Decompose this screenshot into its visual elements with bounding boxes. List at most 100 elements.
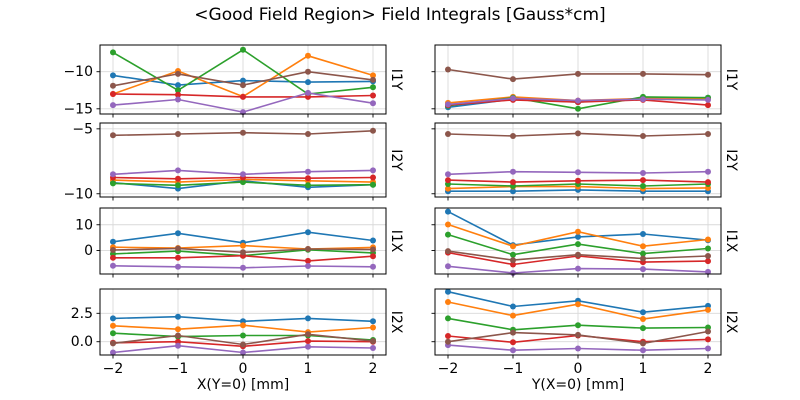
x-tick-label: 0 xyxy=(574,361,583,377)
series-purple xyxy=(445,168,711,178)
data-point xyxy=(705,306,711,313)
data-point xyxy=(240,322,246,329)
data-point xyxy=(705,102,711,109)
data-point xyxy=(575,70,581,77)
data-point xyxy=(370,127,376,134)
x-tick-label: 0 xyxy=(239,361,248,377)
series-brown xyxy=(110,68,376,89)
tick-marks xyxy=(431,312,709,359)
row-label: I1X xyxy=(723,230,739,253)
subplot-I1Y-col1: I1Y xyxy=(431,44,739,118)
x-axis-label: Y(X=0) [mm] xyxy=(531,377,624,393)
tick-marks xyxy=(96,224,374,278)
data-point xyxy=(305,168,311,175)
x-tick-label: −2 xyxy=(438,361,459,377)
row-label: I2Y xyxy=(388,149,404,171)
gridlines xyxy=(435,208,721,274)
data-point xyxy=(175,263,181,270)
data-point xyxy=(510,243,516,250)
data-point xyxy=(575,177,581,184)
y-tick-label: 0.0 xyxy=(71,334,93,350)
data-point xyxy=(445,66,451,73)
series-purple xyxy=(110,342,376,356)
data-point xyxy=(705,268,711,275)
data-point xyxy=(305,89,311,96)
data-point xyxy=(640,340,646,347)
row-label: I2X xyxy=(723,311,739,334)
data-point xyxy=(240,129,246,136)
data-point xyxy=(305,338,311,345)
data-point xyxy=(510,251,516,258)
data-point xyxy=(110,322,116,329)
data-point xyxy=(370,253,376,260)
data-point xyxy=(110,72,116,79)
series-brown xyxy=(110,331,376,348)
data-point xyxy=(175,131,181,137)
tick-marks xyxy=(96,71,374,118)
data-point xyxy=(110,82,116,89)
data-point xyxy=(370,100,376,107)
data-point xyxy=(705,328,711,335)
y-tick-label: −10 xyxy=(63,64,93,80)
data-point xyxy=(705,236,711,243)
series-blue xyxy=(110,72,376,89)
data-point xyxy=(370,263,376,270)
data-point xyxy=(240,82,246,89)
row-label: I2X xyxy=(388,311,404,334)
data-point xyxy=(305,343,311,350)
data-point xyxy=(240,249,246,256)
data-point xyxy=(110,330,116,337)
subplot-I2Y-col0: −5 −10 I2Y xyxy=(63,121,404,202)
data-point xyxy=(640,133,646,139)
data-point xyxy=(575,345,581,352)
data-point xyxy=(445,288,451,295)
data-point xyxy=(110,132,116,139)
data-point xyxy=(370,76,376,83)
data-point xyxy=(370,92,376,99)
tick-marks xyxy=(96,128,374,201)
data-point xyxy=(445,208,451,215)
data-point xyxy=(175,70,181,77)
data-point xyxy=(445,171,451,178)
data-point xyxy=(575,228,581,235)
data-point xyxy=(575,301,581,308)
data-point xyxy=(575,130,581,137)
subplot-I2X-col0: 2.5 0.0 −2 −1 0 1 2 X(Y=0) [mm] I2X xyxy=(71,288,404,393)
data-point xyxy=(175,326,181,333)
x-tick-label: −2 xyxy=(103,361,124,377)
subplot-I2Y-col1: I2Y xyxy=(431,122,739,201)
series-brown xyxy=(445,248,711,264)
data-point xyxy=(640,96,646,103)
series-purple xyxy=(110,167,376,178)
data-point xyxy=(370,72,376,79)
data-point xyxy=(175,175,181,182)
data-point xyxy=(110,254,116,261)
subplot-I2X-col1: −2 −1 0 1 2 Y(X=0) [mm] I2X xyxy=(431,288,739,393)
data-point xyxy=(240,77,246,84)
data-point xyxy=(705,131,711,137)
series-purple xyxy=(445,342,711,354)
data-point xyxy=(640,316,646,322)
data-point xyxy=(370,84,376,91)
data-point xyxy=(240,46,246,53)
series-purple xyxy=(445,95,711,108)
data-point xyxy=(370,174,376,181)
data-point xyxy=(445,248,451,255)
data-point xyxy=(640,250,646,257)
series-purple xyxy=(110,262,376,271)
data-point xyxy=(705,168,711,175)
series-red xyxy=(110,174,376,182)
data-point xyxy=(175,87,181,94)
series-brown xyxy=(445,130,711,139)
data-point xyxy=(175,245,181,252)
series-red xyxy=(445,177,711,186)
data-point xyxy=(445,231,451,238)
series-brown xyxy=(110,127,376,139)
data-point xyxy=(575,105,581,112)
data-point xyxy=(445,185,451,192)
row-label: I1Y xyxy=(388,69,404,91)
data-point xyxy=(240,171,246,178)
data-point xyxy=(510,188,516,195)
data-point xyxy=(305,52,311,59)
data-point xyxy=(175,82,181,89)
